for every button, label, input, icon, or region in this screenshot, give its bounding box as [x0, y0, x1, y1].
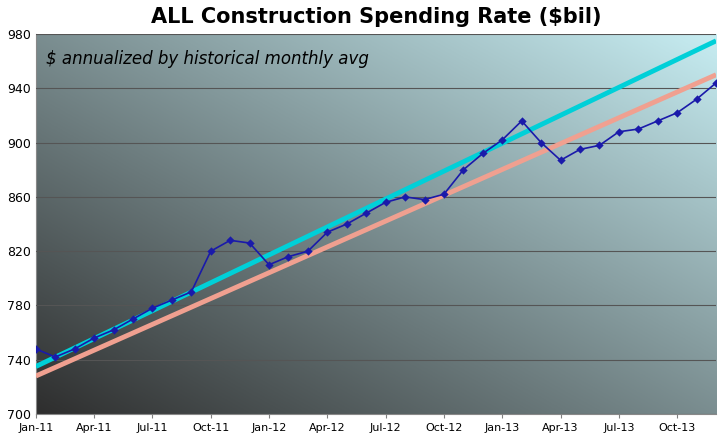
Point — [302, 248, 314, 255]
Point — [710, 79, 722, 86]
Point — [574, 146, 586, 153]
Point — [88, 334, 100, 341]
Point — [361, 210, 372, 217]
Point — [555, 157, 566, 164]
Point — [127, 315, 139, 323]
Point — [147, 304, 158, 312]
Point — [244, 239, 255, 246]
Point — [49, 353, 61, 360]
Point — [186, 288, 197, 295]
Point — [672, 109, 683, 116]
Point — [419, 196, 430, 203]
Point — [30, 345, 42, 352]
Point — [69, 345, 80, 352]
Point — [594, 142, 605, 149]
Point — [535, 139, 547, 146]
Point — [263, 261, 275, 268]
Text: $ annualized by historical monthly avg: $ annualized by historical monthly avg — [46, 50, 369, 68]
Point — [691, 95, 703, 103]
Title: ALL Construction Spending Rate ($bil): ALL Construction Spending Rate ($bil) — [150, 7, 602, 27]
Point — [613, 128, 625, 135]
Point — [380, 199, 391, 206]
Point — [341, 220, 353, 227]
Point — [497, 136, 508, 143]
Point — [108, 326, 119, 334]
Point — [633, 125, 644, 132]
Point — [224, 237, 236, 244]
Point — [399, 194, 411, 201]
Point — [652, 117, 664, 125]
Point — [166, 297, 178, 304]
Point — [205, 248, 216, 255]
Point — [458, 166, 469, 173]
Point — [477, 150, 489, 157]
Point — [283, 253, 294, 260]
Point — [438, 191, 450, 198]
Point — [322, 229, 333, 236]
Point — [516, 117, 528, 125]
